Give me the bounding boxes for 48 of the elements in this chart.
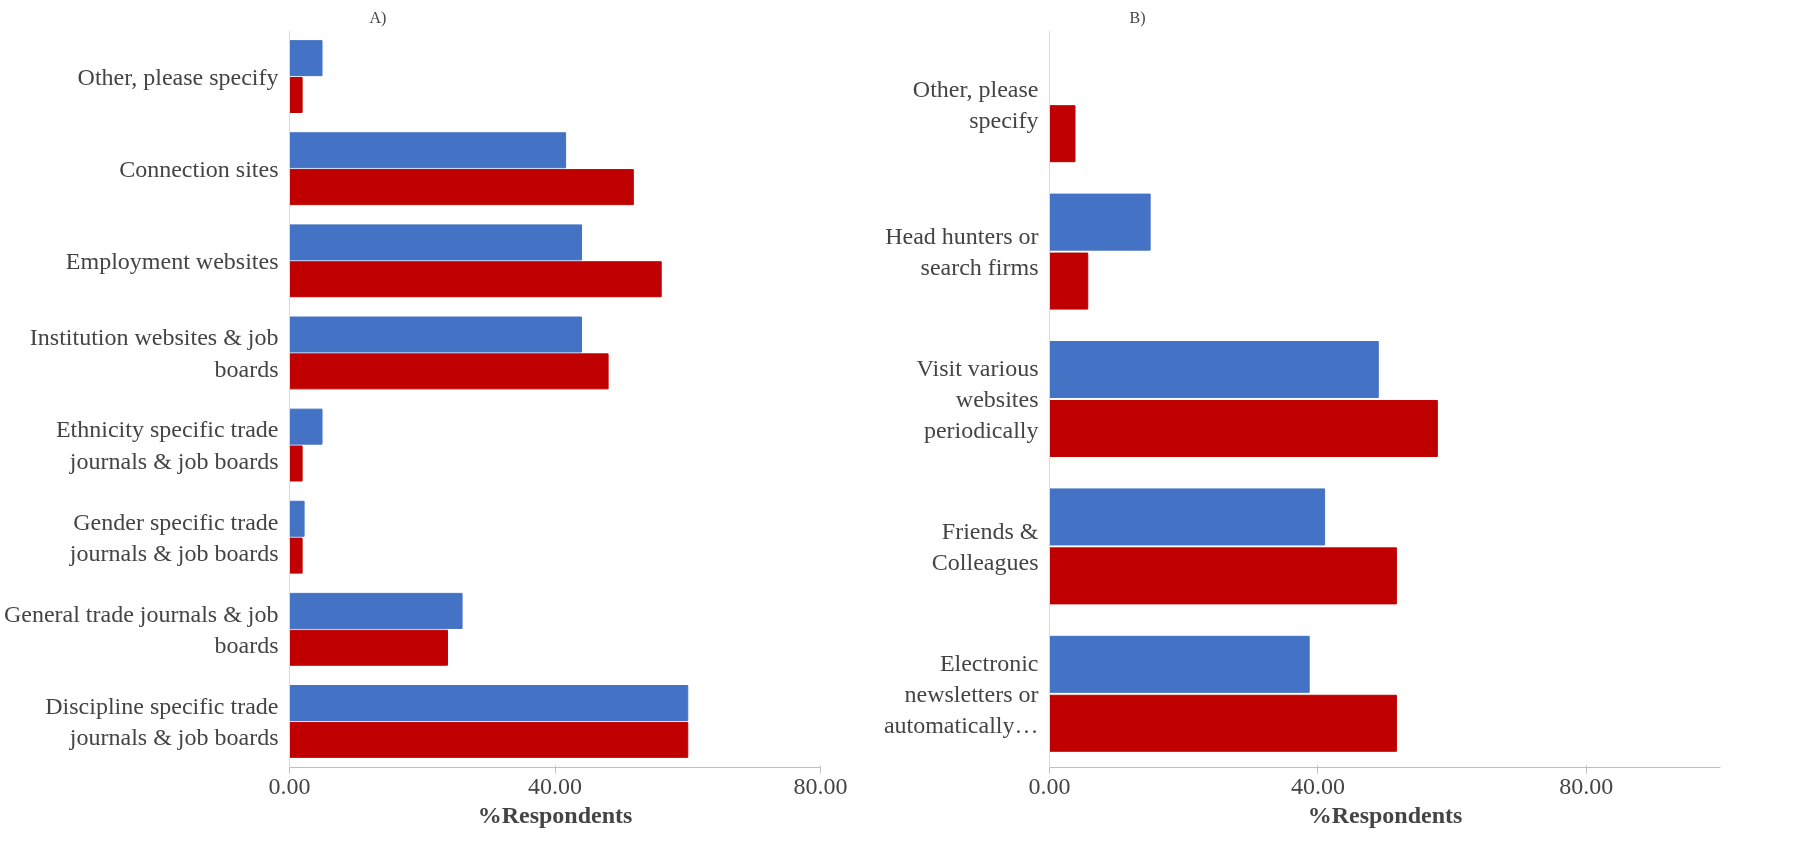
x-tick-label: 40.00 <box>1290 772 1345 799</box>
chart-title: A) <box>369 8 387 27</box>
y-tick-label: Ethnicity specific trade journals & job boards <box>55 416 279 474</box>
bar <box>1049 105 1076 163</box>
y-tick-label: General trade journals & job boards <box>3 600 279 658</box>
y-tick-label: Institution websites & job boards <box>29 324 279 382</box>
x-axis-title: %Respondents <box>1307 801 1463 828</box>
x-tick-label: 80.00 <box>793 772 848 799</box>
bar <box>289 353 609 390</box>
x-tick-label: 0.00 <box>1028 772 1071 799</box>
x-tick-label: 80.00 <box>1559 772 1614 799</box>
bar <box>1049 635 1310 693</box>
y-tick-label: Electronic newsletters or automatically… <box>883 649 1039 738</box>
y-tick-label: Employment websites <box>65 247 279 274</box>
bar <box>289 224 583 261</box>
x-tick-label: 40.00 <box>528 772 582 799</box>
bar <box>289 76 303 113</box>
bar <box>1049 547 1397 605</box>
bar <box>1049 193 1151 251</box>
y-tick-label: Head hunters or search firms <box>885 223 1039 281</box>
bar <box>289 261 662 298</box>
bar <box>289 500 305 537</box>
chart-title: B) <box>1129 8 1146 27</box>
y-tick-label: Friends & Colleagues <box>931 517 1039 575</box>
x-axis-title: %Respondents <box>477 801 633 828</box>
bar <box>1049 694 1397 752</box>
bar <box>289 592 463 629</box>
y-tick-label: Discipline specific trade journals & job boards <box>45 692 279 751</box>
x-tick-label: 0.00 <box>268 772 311 799</box>
y-tick-label: Connection sites <box>119 155 279 182</box>
bar <box>289 537 303 574</box>
bar <box>289 408 323 445</box>
bar <box>289 685 689 722</box>
y-tick-label: Visit various websites periodically <box>916 354 1039 444</box>
bar <box>289 169 634 206</box>
bar <box>1049 341 1379 399</box>
bar <box>289 132 567 169</box>
y-tick-label: Gender specific trade journals & job boards <box>68 508 279 566</box>
bar <box>289 721 689 758</box>
bar <box>1049 399 1438 457</box>
bar <box>289 445 303 482</box>
bar <box>1049 488 1326 546</box>
y-tick-label: Other, please specify <box>912 75 1039 133</box>
y-tick-label: Other, please specify <box>77 63 279 90</box>
bar <box>289 629 448 666</box>
bar <box>289 40 323 77</box>
bar <box>289 316 583 353</box>
bar <box>1049 252 1089 310</box>
